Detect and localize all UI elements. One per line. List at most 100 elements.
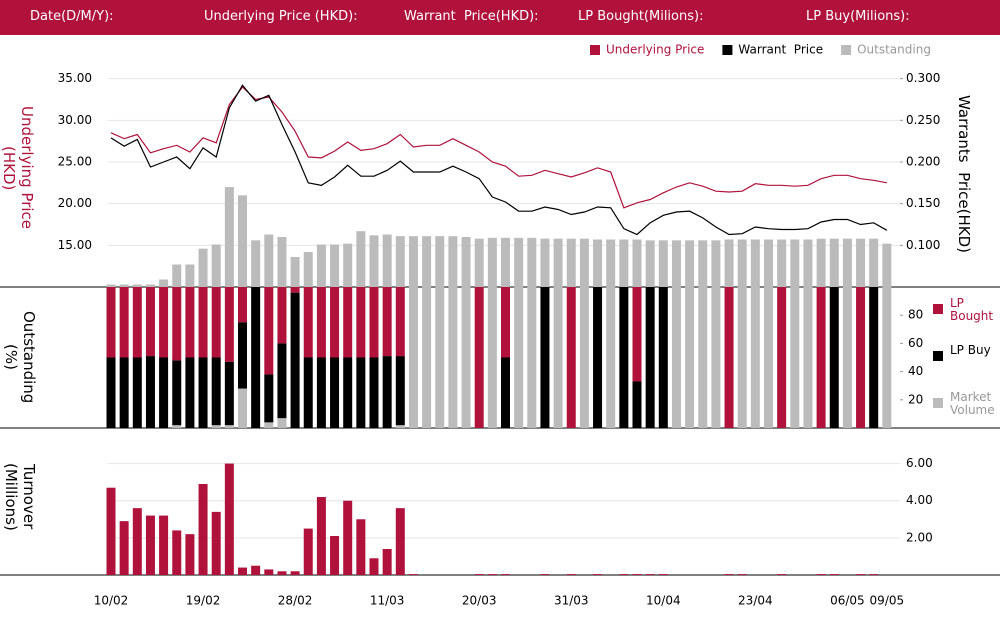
outstanding-bar	[303, 252, 313, 287]
legend-swatch	[590, 45, 600, 55]
stack-segment	[356, 357, 366, 428]
outstanding-bar	[566, 238, 576, 287]
y-tick-label: 20.00	[58, 196, 92, 210]
turnover-bar	[119, 521, 129, 575]
stack-segment	[185, 357, 195, 428]
turnover-bar	[211, 511, 221, 575]
stack-segment	[382, 356, 392, 428]
stack-segment	[211, 357, 221, 426]
outstanding-bar	[238, 195, 247, 287]
stack-segment	[487, 287, 497, 428]
stack-segment	[277, 287, 287, 344]
turnover-bar	[303, 528, 313, 575]
turnover-bar	[856, 574, 866, 575]
stack-segment	[764, 287, 773, 428]
outstanding-bar	[790, 239, 800, 287]
outstanding-bar	[343, 243, 353, 287]
x-tick-label: 23/04	[738, 594, 773, 608]
y-tick-label: 0.200	[906, 155, 940, 169]
stack-segment	[448, 287, 458, 428]
legend-label: Warrant Price	[738, 43, 823, 57]
stack-segment	[290, 292, 300, 428]
turnover-bar	[106, 487, 116, 575]
y-axis-title: Turnover (Millions)	[2, 463, 38, 535]
y-tick-label: 20	[908, 392, 923, 406]
stack-segment	[132, 357, 142, 428]
stack-segment	[238, 388, 247, 428]
outstanding-bar	[369, 235, 379, 287]
stack-segment	[198, 357, 208, 428]
outstanding-bar	[382, 234, 392, 287]
outstanding-bar	[145, 284, 155, 287]
stack-segment	[856, 287, 866, 428]
outstanding-bar	[645, 240, 655, 287]
stack-segment	[671, 287, 681, 428]
price-line	[110, 84, 888, 236]
turnover-bar	[501, 574, 510, 575]
turnover-bar	[408, 574, 418, 575]
turnover-bar	[829, 574, 839, 575]
turnover-bar	[264, 569, 274, 575]
outstanding-bar	[408, 236, 418, 287]
stack-segment	[172, 287, 182, 361]
turnover-bar	[132, 508, 142, 575]
stack-segment	[277, 418, 287, 428]
outstanding-bar	[579, 238, 589, 287]
outstanding-bar	[527, 237, 537, 287]
legend-swatch	[933, 351, 943, 361]
outstanding-bar	[619, 239, 629, 287]
legend-label: LP Bought	[950, 296, 994, 323]
stack-segment	[869, 287, 879, 428]
outstanding-bar	[211, 244, 221, 287]
y-tick-label: 0.150	[906, 196, 940, 210]
stack-segment	[553, 287, 563, 428]
stack-segment	[343, 357, 353, 428]
turnover-bar	[343, 500, 353, 575]
stack-segment	[750, 287, 760, 428]
turnover-bar	[145, 515, 155, 575]
outstanding-bar	[251, 240, 261, 287]
y-tick-label: 4.00	[906, 493, 933, 507]
x-tick-label: 10/02	[94, 594, 129, 608]
turnover-bar	[474, 574, 484, 575]
outstanding-bar	[224, 187, 234, 287]
stack-segment	[711, 287, 721, 428]
y-tick-label: 0.100	[906, 238, 940, 252]
outstanding-bar	[316, 244, 326, 287]
x-tick-label: 20/03	[462, 594, 497, 608]
stack-segment	[842, 287, 852, 428]
y-tick-label: 60	[908, 336, 923, 350]
stack-segment	[461, 287, 471, 428]
stack-segment	[632, 287, 642, 382]
x-tick-label: 28/02	[278, 594, 313, 608]
stack-segment	[145, 287, 155, 357]
stack-segment	[724, 287, 734, 428]
turnover-bar	[566, 574, 576, 575]
stack-segment	[224, 425, 234, 428]
outstanding-bar	[395, 236, 405, 287]
turnover-bar	[777, 574, 787, 575]
stack-segment	[619, 287, 629, 428]
stack-segment	[632, 381, 642, 428]
y-tick-label: 80	[908, 308, 923, 322]
stack-segment	[816, 287, 826, 428]
stack-segment	[303, 287, 313, 358]
stack-segment	[501, 287, 510, 358]
turnover-bar	[356, 519, 366, 575]
outstanding-bar	[119, 284, 129, 287]
outstanding-bar	[290, 257, 300, 287]
stack-segment	[369, 357, 379, 428]
stack-segment	[395, 425, 405, 428]
outstanding-bar	[132, 284, 142, 287]
outstanding-bar	[461, 237, 471, 287]
y-tick-label: 0.250	[906, 113, 940, 127]
stack-segment	[343, 287, 353, 358]
outstanding-bar	[356, 231, 366, 287]
stack-segment	[106, 287, 116, 358]
stack-segment	[264, 422, 274, 428]
turnover-bar	[645, 574, 655, 575]
y-tick-label: 0.300	[906, 71, 940, 85]
stack-segment	[119, 357, 129, 428]
outstanding-bar	[514, 237, 524, 287]
